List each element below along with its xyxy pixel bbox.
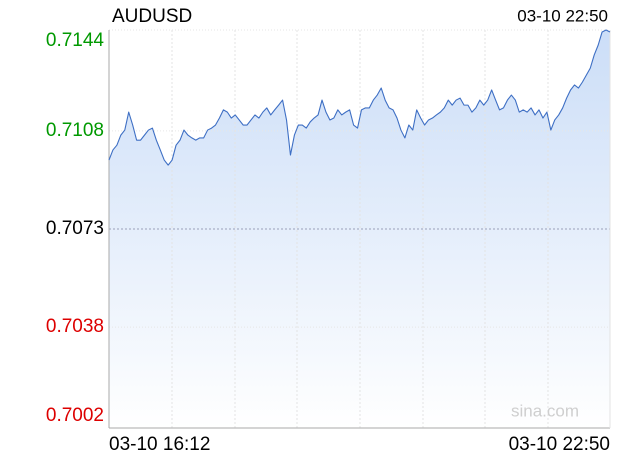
y-tick-label: 0.7144 <box>46 30 105 51</box>
area <box>109 30 610 428</box>
y-tick-label: 0.7073 <box>46 218 104 239</box>
timestamp: 03-10 22:50 <box>517 6 608 25</box>
y-tick-label: 0.7002 <box>46 405 104 426</box>
line <box>108 29 611 166</box>
chart-title: AUDUSD <box>112 6 192 27</box>
y-tick-label: 0.7038 <box>46 316 104 337</box>
watermark: sina.com <box>511 401 579 420</box>
y-tick-label: 0.7108 <box>46 120 104 141</box>
x-tick-label: 03-10 16:12 <box>109 434 210 455</box>
x-tick-label: 03-10 22:50 <box>509 434 610 455</box>
